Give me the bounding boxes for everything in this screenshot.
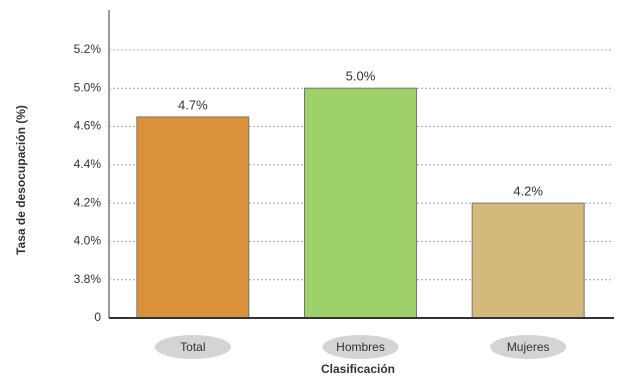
bar [304, 87, 417, 319]
y-axis-label: Tasa de desocupación (%) [14, 105, 28, 255]
x-tick-label: Mujeres [507, 340, 550, 354]
y-tick-label: 4.4% [74, 157, 102, 171]
x-tick-label: Hombres [336, 340, 385, 354]
bar [136, 116, 250, 319]
value-label: 4.7% [178, 97, 208, 112]
y-tick-label: 5.2% [74, 42, 102, 56]
value-label: 4.2% [513, 184, 543, 199]
bar [471, 202, 585, 319]
value-label: 5.0% [346, 69, 376, 84]
y-tick-label: 5.0% [74, 80, 102, 94]
category-badge [154, 335, 231, 359]
y-tick-label: 4.6% [74, 119, 102, 133]
category-badge [322, 335, 399, 359]
y-tick-label: 0 [94, 310, 101, 324]
y-tick-label: 3.8% [74, 272, 102, 286]
x-tick-label: Total [180, 340, 205, 354]
y-tick-label: 4.0% [74, 234, 102, 248]
y-tick-label: 4.2% [74, 195, 102, 209]
category-badge [490, 335, 567, 359]
x-axis-label: Clasificación [321, 362, 395, 376]
